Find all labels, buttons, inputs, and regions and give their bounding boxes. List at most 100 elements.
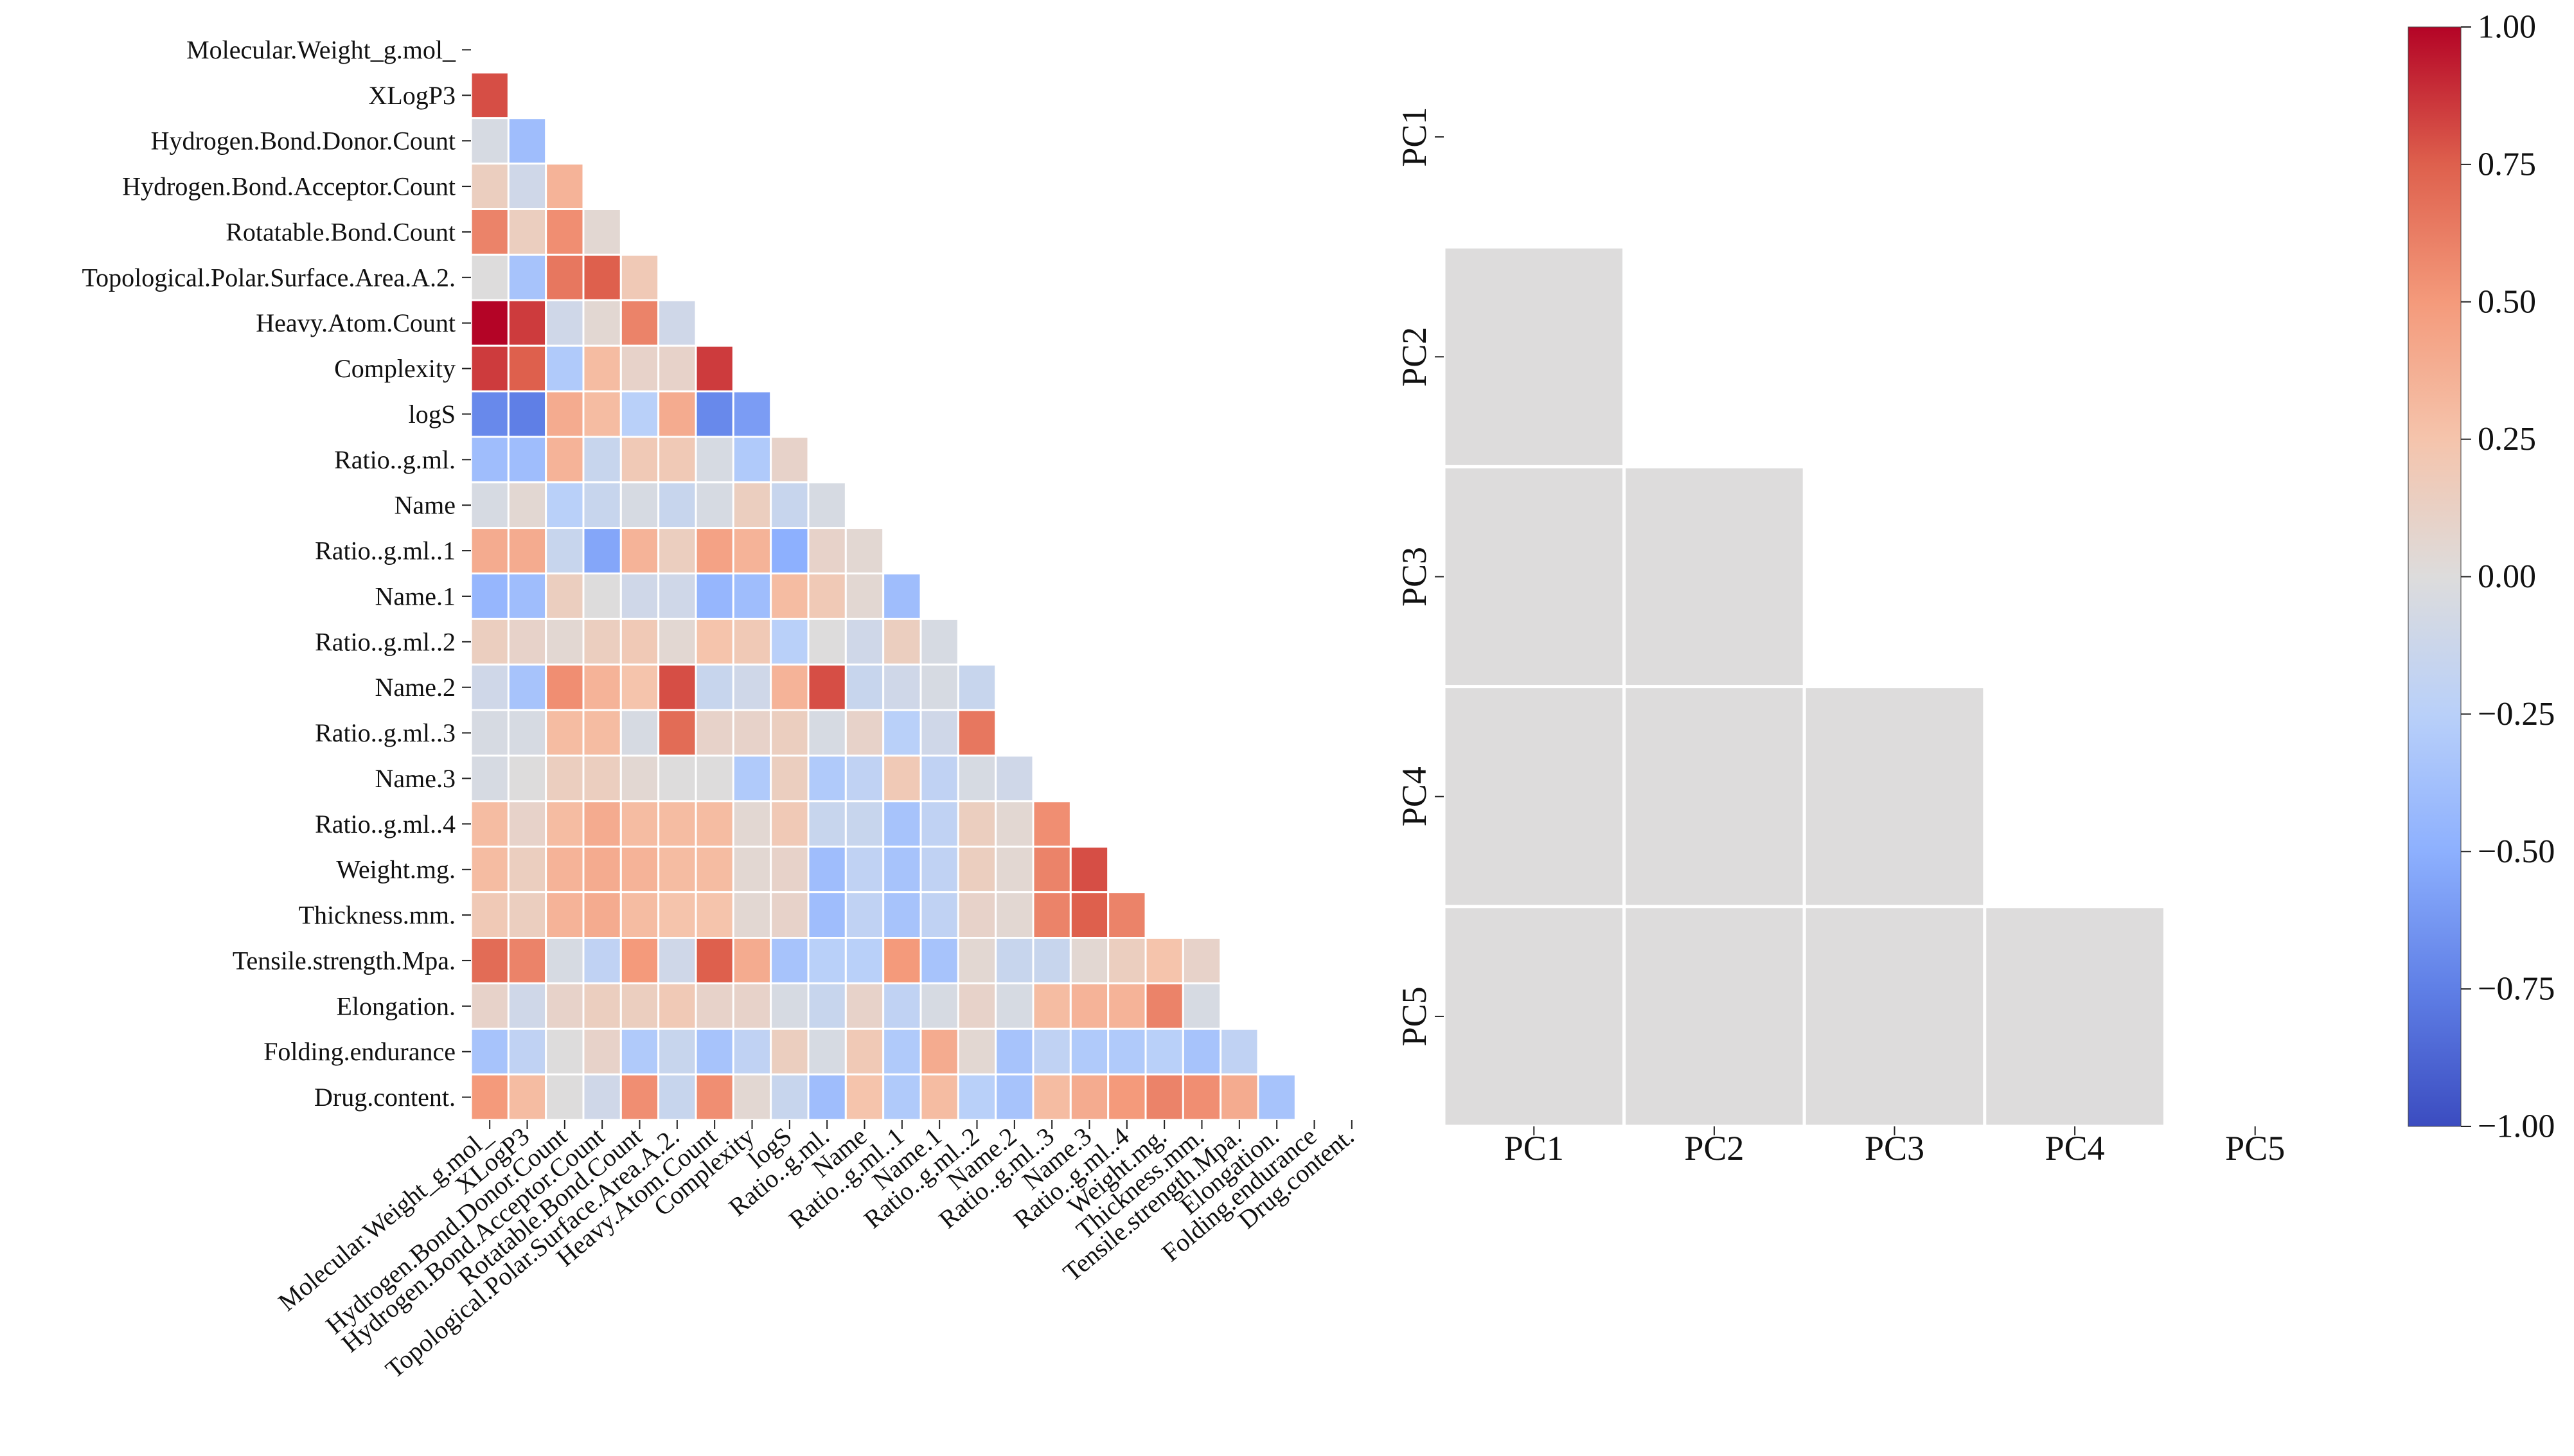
heat-cell-name-1-x-hydrogen-bond-donor-count <box>545 573 585 620</box>
heat-cell-name-3-x-hydrogen-bond-donor-count <box>545 754 585 803</box>
heat-cell-folding-endurance-x-hydrogen-bond-donor-count <box>545 1027 585 1076</box>
heat-cell-elongation-x-logs <box>770 982 810 1030</box>
heat-cell-ratio-g-ml-4-x-xlogp3 <box>507 800 547 848</box>
heat-cell-thickness-mm-x-xlogp3 <box>507 891 547 939</box>
heat-cell-ratio-g-ml-x-rotatable-bond-count <box>619 436 660 484</box>
heat-cell-ratio-g-ml-4-x-name-1 <box>919 800 959 848</box>
heat-cell-ratio-g-ml-2-x-topological-polar-surface-area-a-2 <box>657 617 697 666</box>
heat-cell-ratio-g-ml-3-x-ratio-g-ml-1 <box>882 709 922 757</box>
colorbar-tick-label: −0.75 <box>2478 971 2555 1008</box>
heat-cell-name-1-x-rotatable-bond-count <box>619 573 660 620</box>
heat-cell-weight-mg-x-ratio-g-ml-2 <box>957 846 997 894</box>
heat-cell-tensile-strength-mpa-x-ratio-g-ml <box>807 937 847 984</box>
heat-cell-ratio-g-ml-4-x-hydrogen-bond-acceptor-count <box>582 800 622 848</box>
y-tick-label-ratio-g-ml: Ratio..g.ml. <box>334 445 456 474</box>
heat-cell-pc2-x-pc1 <box>1442 245 1626 468</box>
heat-cell-weight-mg-x-heavy-atom-count <box>695 846 734 894</box>
heat-cell-ratio-g-ml-1-x-hydrogen-bond-acceptor-count <box>582 527 622 574</box>
heat-cell-folding-endurance-x-name-2 <box>995 1027 1034 1076</box>
heat-cell-drug-content-x-name-3 <box>1069 1073 1110 1121</box>
heat-cell-ratio-g-ml-2-x-complexity <box>732 617 772 666</box>
y-tick-label-pc3: PC3 <box>1395 547 1433 607</box>
y-tick-label-hydrogen-bond-donor-count: Hydrogen.Bond.Donor.Count <box>151 127 456 155</box>
heat-cell-logs-x-heavy-atom-count <box>695 390 734 438</box>
y-tick-label-pc1: PC1 <box>1395 107 1433 167</box>
heat-cell-name-1-x-ratio-g-ml <box>807 573 847 620</box>
heat-cell-drug-content-x-weight-mg <box>1144 1073 1184 1121</box>
heat-cell-name-1-x-molecular-weight-g-mol <box>470 573 510 620</box>
heat-cell-ratio-g-ml-4-x-hydrogen-bond-donor-count <box>545 800 585 848</box>
y-tick-label-pc2: PC2 <box>1395 327 1433 387</box>
heat-cell-elongation-x-complexity <box>732 982 772 1030</box>
heat-cell-folding-endurance-x-complexity <box>732 1027 772 1076</box>
heat-cell-drug-content-x-elongation <box>1257 1073 1297 1121</box>
heat-cell-elongation-x-name-3 <box>1069 982 1110 1030</box>
heat-cell-ratio-g-ml-1-x-hydrogen-bond-donor-count <box>545 527 585 574</box>
heat-cell-name-x-ratio-g-ml <box>807 481 847 529</box>
heat-cell-ratio-g-ml-3-x-hydrogen-bond-donor-count <box>545 709 585 757</box>
y-tick-label-pc4: PC4 <box>1395 767 1433 826</box>
heat-cell-name-x-hydrogen-bond-acceptor-count <box>582 481 622 529</box>
y-tick-label-ratio-g-ml-3: Ratio..g.ml..3 <box>315 718 456 747</box>
heat-cell-drug-content-x-ratio-g-ml <box>807 1073 847 1121</box>
heat-cell-name-1-x-logs <box>770 573 810 620</box>
heat-cell-ratio-g-ml-3-x-ratio-g-ml-2 <box>957 709 997 757</box>
colorbar-tick-label: 0.75 <box>2478 146 2536 182</box>
heat-cell-pc5-x-pc3 <box>1802 905 1987 1128</box>
heat-cell-thickness-mm-x-molecular-weight-g-mol <box>470 891 510 939</box>
heat-cell-ratio-g-ml-1-x-name <box>844 527 885 574</box>
heat-cell-elongation-x-molecular-weight-g-mol <box>470 982 510 1030</box>
heat-cell-elongation-x-weight-mg <box>1144 982 1184 1030</box>
colorbar-tick-label: −1.00 <box>2478 1108 2555 1145</box>
y-tick-label-logs: logS <box>409 400 456 429</box>
heat-cell-elongation-x-heavy-atom-count <box>695 982 734 1030</box>
heat-cell-elongation-x-rotatable-bond-count <box>619 982 660 1030</box>
heat-cell-tensile-strength-mpa-x-ratio-g-ml-3 <box>1032 937 1072 984</box>
heat-cell-thickness-mm-x-complexity <box>732 891 772 939</box>
y-tick-label-molecular-weight-g-mol: Molecular.Weight_g.mol_ <box>186 35 456 64</box>
heat-cell-ratio-g-ml-1-x-rotatable-bond-count <box>619 527 660 574</box>
x-tick-label-pc5: PC5 <box>2225 1129 2285 1167</box>
y-tick-label-heavy-atom-count: Heavy.Atom.Count <box>256 308 456 337</box>
heat-cell-thickness-mm-x-heavy-atom-count <box>695 891 734 939</box>
heat-cell-folding-endurance-x-ratio-g-ml-4 <box>1107 1027 1147 1076</box>
x-tick-label-pc1: PC1 <box>1504 1129 1564 1167</box>
heat-cell-ratio-g-ml-4-x-ratio-g-ml <box>807 800 847 848</box>
heat-cell-heavy-atom-count-x-hydrogen-bond-donor-count <box>545 299 585 347</box>
heat-cell-drug-content-x-name-1 <box>919 1073 959 1121</box>
heat-cell-thickness-mm-x-ratio-g-ml-2 <box>957 891 997 939</box>
pc-correlation-heatmap: PC1 PC1 PC2 PC2 PC3 PC3 PC4 PC4 PC5 PC5 <box>1395 107 2285 1167</box>
heat-cell-ratio-g-ml-4-x-ratio-g-ml-3 <box>1032 800 1072 848</box>
y-tick-label-ratio-g-ml-4: Ratio..g.ml..4 <box>315 810 456 839</box>
heat-cell-ratio-g-ml-3-x-heavy-atom-count <box>695 709 734 757</box>
heat-cell-elongation-x-ratio-g-ml-2 <box>957 982 997 1030</box>
heat-cell-ratio-g-ml-3-x-name-1 <box>919 709 959 757</box>
heat-cell-tensile-strength-mpa-x-name-1 <box>919 937 959 984</box>
heat-cell-pc4-x-pc2 <box>1622 685 1806 909</box>
heat-cell-weight-mg-x-name <box>844 846 885 894</box>
y-tick-label-folding-endurance: Folding.endurance <box>263 1037 456 1066</box>
heat-cell-name-3-x-ratio-g-ml-1 <box>882 754 922 803</box>
colorbar-gradient <box>2408 27 2461 1126</box>
heat-cell-logs-x-xlogp3 <box>507 390 547 438</box>
heat-cell-ratio-g-ml-3-x-molecular-weight-g-mol <box>470 709 510 757</box>
heat-cell-ratio-g-ml-3-x-rotatable-bond-count <box>619 709 660 757</box>
heat-cell-elongation-x-name-2 <box>995 982 1034 1030</box>
heat-cell-weight-mg-x-xlogp3 <box>507 846 547 894</box>
heat-cell-heavy-atom-count-x-rotatable-bond-count <box>619 299 660 347</box>
heat-cell-ratio-g-ml-4-x-logs <box>770 800 810 848</box>
heat-cell-folding-endurance-x-ratio-g-ml <box>807 1027 847 1076</box>
heat-cell-thickness-mm-x-name-3 <box>1069 891 1110 939</box>
heat-cell-elongation-x-hydrogen-bond-acceptor-count <box>582 982 622 1030</box>
heat-cell-tensile-strength-mpa-x-hydrogen-bond-acceptor-count <box>582 937 622 984</box>
heat-cell-name-2-x-name-1 <box>919 663 959 711</box>
heat-cell-thickness-mm-x-logs <box>770 891 810 939</box>
heat-cell-thickness-mm-x-hydrogen-bond-acceptor-count <box>582 891 622 939</box>
heat-cell-elongation-x-ratio-g-ml-1 <box>882 982 922 1030</box>
heat-cell-ratio-g-ml-1-x-heavy-atom-count <box>695 527 734 574</box>
heat-cell-name-2-x-molecular-weight-g-mol <box>470 663 510 711</box>
heat-cell-ratio-g-ml-4-x-heavy-atom-count <box>695 800 734 848</box>
heat-cell-ratio-g-ml-1-x-complexity <box>732 527 772 574</box>
heat-cell-drug-content-x-rotatable-bond-count <box>619 1073 660 1121</box>
heat-cell-heavy-atom-count-x-molecular-weight-g-mol <box>470 299 510 347</box>
